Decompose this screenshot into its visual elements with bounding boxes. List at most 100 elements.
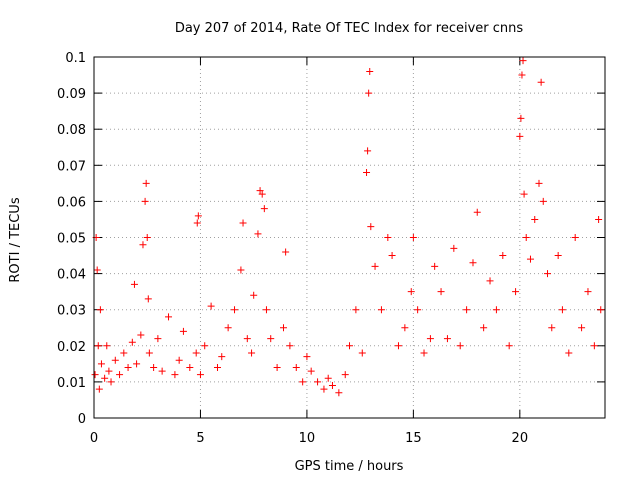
data-point <box>201 342 209 350</box>
data-point <box>492 306 500 314</box>
data-point <box>512 288 520 296</box>
data-point <box>420 349 428 357</box>
data-point <box>95 385 103 393</box>
axis-ticks: 0 0.01 0.02 0.03 0.04 0.05 0.06 0.07 0.08 0.09 0.1… <box>57 51 605 446</box>
y-tick-label: 0.06 <box>57 195 86 210</box>
data-point <box>194 212 202 220</box>
data-point <box>116 371 124 379</box>
data-point <box>456 342 464 350</box>
data-point <box>213 363 221 371</box>
data-point <box>303 353 311 361</box>
data-point <box>286 342 294 350</box>
data-point <box>535 179 543 187</box>
data-point <box>130 280 138 288</box>
data-point <box>248 349 256 357</box>
data-point <box>578 324 586 332</box>
data-point <box>279 324 287 332</box>
y-tick-label: 0.02 <box>57 340 86 355</box>
x-axis-label: GPS time / hours <box>295 459 404 474</box>
data-point <box>590 342 598 350</box>
y-tick-label: 0.1 <box>65 51 86 66</box>
data-point <box>517 114 525 122</box>
data-point <box>243 335 251 343</box>
data-point <box>388 252 396 260</box>
data-point <box>597 306 605 314</box>
data-point <box>499 252 507 260</box>
data-point <box>341 371 349 379</box>
x-tick-label: 5 <box>196 431 204 446</box>
data-point <box>299 378 307 386</box>
data-point <box>273 363 281 371</box>
x-tick-label: 20 <box>512 431 529 446</box>
data-point <box>158 367 166 375</box>
data-point <box>128 338 136 346</box>
data-point <box>544 270 552 278</box>
data-point <box>143 234 151 241</box>
data-point <box>539 197 547 205</box>
data-point <box>186 363 194 371</box>
data-point <box>111 356 119 364</box>
y-tick-label: 0.09 <box>57 87 86 102</box>
data-point <box>377 306 385 314</box>
data-point <box>401 324 409 332</box>
data-point <box>250 291 258 299</box>
data-point <box>292 363 300 371</box>
data-point <box>363 169 371 177</box>
x-tick-label: 15 <box>405 431 422 446</box>
data-point <box>192 349 200 357</box>
data-point <box>558 306 566 314</box>
data-point <box>526 255 534 263</box>
data-point <box>384 234 392 241</box>
data-point <box>358 349 366 357</box>
data-point <box>431 262 439 270</box>
data-point <box>548 324 556 332</box>
data-points <box>91 57 605 397</box>
y-tick-label: 0.01 <box>57 376 86 391</box>
data-point <box>364 147 372 155</box>
data-point <box>175 356 183 364</box>
data-point <box>505 342 513 350</box>
data-point <box>101 374 109 382</box>
data-point <box>120 349 128 357</box>
data-point <box>335 389 343 397</box>
data-point <box>142 179 150 187</box>
data-point <box>314 378 322 386</box>
data-point <box>267 335 275 343</box>
data-point <box>537 78 545 86</box>
data-point <box>595 215 603 223</box>
data-point <box>520 190 528 198</box>
y-tick-label: 0.08 <box>57 123 86 138</box>
data-point <box>320 385 328 393</box>
data-point <box>426 335 434 343</box>
data-point <box>196 371 204 379</box>
y-tick-label: 0.03 <box>57 304 86 319</box>
chart-title: Day 207 of 2014, Rate Of TEC Index for r… <box>175 21 524 36</box>
data-point <box>584 288 592 296</box>
data-point <box>237 266 245 274</box>
data-point <box>571 234 579 241</box>
data-point <box>407 288 415 296</box>
data-point <box>171 371 179 379</box>
data-point <box>254 230 262 238</box>
data-point <box>231 306 239 314</box>
data-point <box>193 219 201 227</box>
data-point <box>207 302 215 310</box>
data-point <box>437 288 445 296</box>
data-point <box>137 331 145 339</box>
y-tick-label: 0.05 <box>57 232 86 247</box>
data-point <box>103 342 111 350</box>
plot-frame <box>93 56 606 419</box>
data-point <box>522 234 530 241</box>
data-point <box>256 187 264 195</box>
data-point <box>144 295 152 303</box>
data-point <box>469 259 477 267</box>
data-point <box>282 248 290 256</box>
data-point <box>133 360 141 368</box>
data-point <box>450 244 458 252</box>
data-point <box>366 67 374 75</box>
y-axis-label: ROTI / TECUs <box>8 197 23 282</box>
data-point <box>258 190 266 198</box>
data-point <box>516 132 524 140</box>
data-point <box>105 367 113 375</box>
data-point <box>307 367 315 375</box>
